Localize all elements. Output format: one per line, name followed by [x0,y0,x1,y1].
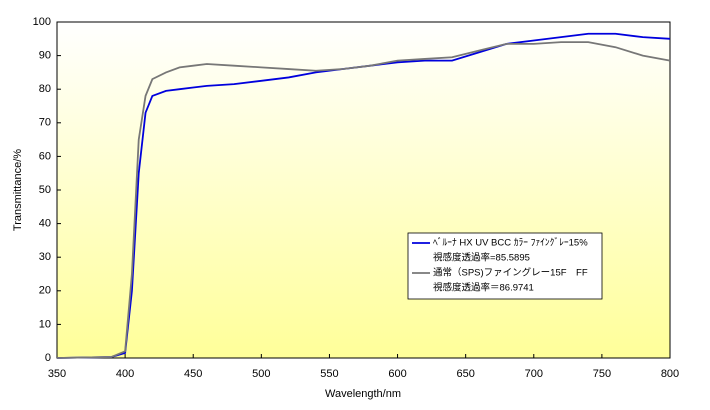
x-tick-label: 750 [593,368,611,380]
y-axis-label: Transmittance/% [12,149,24,231]
y-tick-label: 0 [45,352,51,364]
y-tick-label: 70 [39,117,51,129]
legend-label: 通常（SPS)ファイングレー15F FF [433,267,588,279]
x-axis-label: Wavelength/nm [325,388,401,400]
y-tick-label: 30 [39,251,51,263]
x-tick-label: 650 [456,368,474,380]
y-tick-label: 80 [39,83,51,95]
y-tick-label: 10 [39,318,51,330]
x-tick-label: 400 [116,368,134,380]
x-tick-label: 550 [320,368,338,380]
y-tick-label: 60 [39,150,51,162]
x-tick-label: 800 [661,368,679,380]
legend [407,232,603,300]
series-line [56,32,671,359]
annotation: 視感度透過率=85.5895 [433,252,530,264]
y-tick-label: 20 [39,285,51,297]
x-tick-label: 500 [252,368,270,380]
x-tick-label: 350 [48,368,66,380]
x-tick-label: 600 [388,368,406,380]
y-tick-label: 90 [39,50,51,62]
y-tick-label: 40 [39,218,51,230]
x-tick-label: 700 [525,368,543,380]
plot-area [56,21,671,359]
y-tick-label: 100 [33,16,51,28]
series-line [56,41,671,359]
annotation: 視感度透過率＝86.9741 [433,282,534,294]
y-tick-label: 50 [39,184,51,196]
x-tick-label: 450 [184,368,202,380]
legend-label: ﾍﾞﾙｰﾅ HX UV BCC ｶﾗｰ ﾌｧｲﾝｸﾞﾚｰ15% [433,238,588,249]
